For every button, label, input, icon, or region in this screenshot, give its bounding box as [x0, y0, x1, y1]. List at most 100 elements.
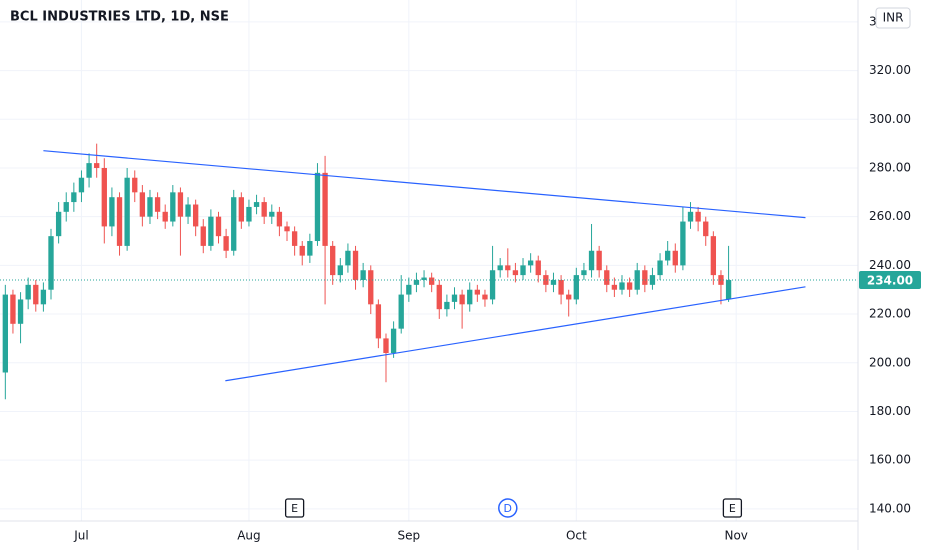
candle-body — [238, 197, 245, 222]
y-tick-label: 180.00 — [869, 404, 911, 418]
event-marker[interactable] — [284, 498, 305, 518]
candle-body — [33, 284, 39, 305]
candle-body — [550, 279, 557, 285]
candle-body — [436, 284, 442, 310]
candle-body — [482, 294, 488, 300]
candle-body — [398, 294, 404, 329]
candle-body — [642, 270, 648, 285]
candle-body — [269, 211, 275, 217]
candle-body — [474, 289, 481, 295]
candle-body — [611, 284, 618, 290]
candle-body — [360, 270, 366, 280]
candle-body — [604, 270, 610, 285]
y-tick-label: 200.00 — [869, 355, 911, 369]
candle-body — [307, 241, 313, 256]
candle-body — [177, 192, 184, 217]
candle-body — [185, 204, 191, 217]
y-tick-label: 320.00 — [869, 63, 911, 77]
event-marker[interactable] — [722, 498, 743, 518]
trend-line — [225, 286, 806, 382]
candle-body — [109, 197, 115, 227]
x-tick-label: Sep — [398, 529, 421, 543]
candle-body — [520, 265, 526, 276]
candle-body — [322, 172, 328, 246]
candle-body — [543, 275, 549, 285]
candle-body — [725, 279, 732, 300]
candle-body — [86, 163, 92, 178]
currency-label[interactable]: INR — [883, 11, 904, 25]
candle-body — [208, 216, 214, 246]
candle-body — [314, 172, 321, 242]
candle-body — [413, 279, 420, 285]
candle-body — [390, 328, 397, 354]
candle-body — [429, 277, 435, 285]
candle-body — [170, 192, 176, 222]
candle-body — [337, 265, 343, 276]
y-tick-label: 220.00 — [869, 307, 911, 321]
y-tick-label: 160.00 — [869, 453, 911, 467]
candle-body — [63, 202, 69, 212]
candle-body — [588, 250, 595, 271]
candle-body — [710, 236, 717, 276]
candle-body — [2, 294, 8, 373]
event-label[interactable]: E — [729, 502, 736, 515]
candle-body — [695, 211, 701, 222]
candle-body — [94, 163, 100, 168]
y-tick-label: 300.00 — [869, 112, 911, 126]
candle-body — [231, 197, 237, 251]
candle-body — [192, 204, 199, 227]
candle-body — [657, 260, 663, 276]
candle-body — [421, 277, 427, 280]
y-tick-label: 240.00 — [869, 258, 911, 272]
event-marker[interactable] — [498, 498, 518, 518]
candle-body — [124, 177, 130, 246]
candle-body — [634, 270, 640, 290]
candle-body — [78, 177, 85, 193]
candle-body — [200, 226, 206, 246]
candle-body — [299, 245, 305, 256]
candle-body — [626, 282, 633, 290]
candle-body — [154, 197, 161, 212]
event-label[interactable]: E — [291, 502, 298, 515]
candle-body — [40, 289, 47, 305]
currency-button[interactable] — [875, 7, 911, 29]
grid — [0, 0, 858, 521]
candle-body — [489, 270, 496, 300]
candle-body — [665, 250, 671, 261]
event-label[interactable]: D — [504, 502, 512, 515]
candle-body — [10, 294, 16, 324]
candle-body — [581, 270, 587, 276]
candle-body — [444, 301, 450, 310]
candle-body — [467, 289, 473, 305]
price-tag — [859, 270, 921, 289]
candle-body — [17, 299, 24, 324]
candle-body — [284, 226, 290, 232]
candle-body — [48, 236, 54, 290]
candle-body — [25, 284, 31, 300]
candle-body — [55, 211, 62, 237]
candle-body — [649, 275, 656, 285]
candle-body — [246, 206, 252, 222]
candle-body — [253, 202, 260, 207]
candle-body — [215, 216, 222, 237]
candle-body — [132, 177, 138, 193]
candle-body — [596, 250, 602, 271]
candle-body — [527, 260, 534, 266]
candle-body — [619, 282, 625, 290]
candle-body — [680, 221, 686, 266]
candle-body — [101, 167, 107, 227]
candle-body — [406, 284, 412, 295]
trend-line — [43, 150, 806, 219]
candle-body — [375, 304, 382, 339]
candle-body — [276, 211, 283, 227]
candle-body — [352, 250, 359, 280]
x-tick-label: Oct — [566, 529, 587, 543]
candle-body — [573, 275, 579, 300]
candle-body — [330, 245, 336, 276]
candle-body — [703, 221, 709, 237]
candle-body — [116, 197, 123, 246]
y-tick-label: 140.00 — [869, 501, 911, 515]
